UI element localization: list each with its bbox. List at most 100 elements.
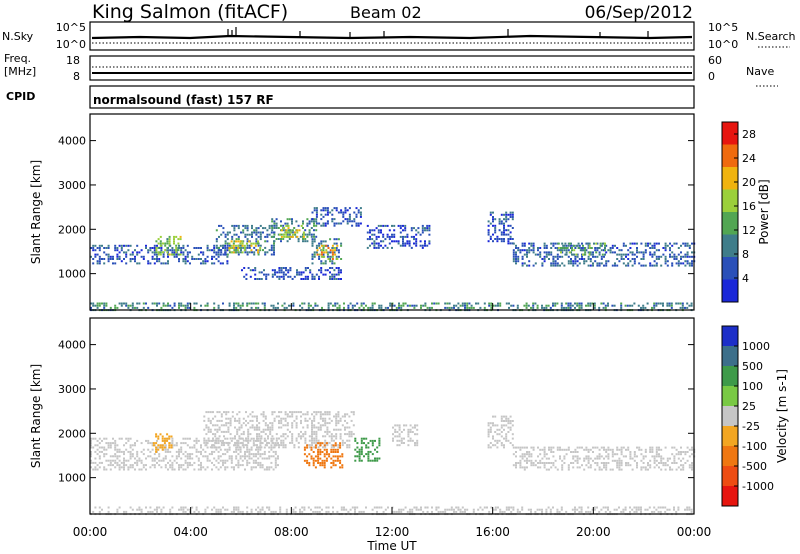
data-cell <box>178 302 180 305</box>
data-cell <box>288 233 291 236</box>
data-cell <box>500 233 503 236</box>
data-cell <box>345 508 348 511</box>
data-cell <box>184 255 187 258</box>
data-cell <box>523 459 526 462</box>
data-cell <box>247 428 250 431</box>
data-cell <box>166 238 169 241</box>
data-cell <box>206 255 209 258</box>
data-cell <box>649 451 652 453</box>
data-cell <box>313 426 316 429</box>
data-cell <box>556 249 559 252</box>
data-cell <box>507 431 510 433</box>
data-cell <box>554 459 557 462</box>
data-cell <box>578 457 581 460</box>
data-cell <box>195 247 198 249</box>
data-cell <box>239 464 242 467</box>
data-cell <box>332 464 335 467</box>
data-cell <box>228 304 231 307</box>
data-cell <box>295 422 298 425</box>
data-cell <box>543 258 546 260</box>
data-cell <box>377 246 380 249</box>
data-cell <box>328 435 331 438</box>
data-cell <box>182 506 185 509</box>
data-cell <box>184 468 187 471</box>
data-cell <box>618 260 621 263</box>
data-cell <box>420 506 422 509</box>
data-cell <box>655 459 658 462</box>
data-cell <box>277 457 279 460</box>
data-cell <box>319 444 322 447</box>
data-cell <box>226 466 229 469</box>
data-cell <box>589 304 592 307</box>
data-cell <box>550 446 553 449</box>
data-cell <box>307 267 309 269</box>
data-cell <box>329 267 331 269</box>
data-cell <box>404 244 407 247</box>
data-cell <box>503 238 505 240</box>
data-cell <box>337 428 340 431</box>
data-cell <box>98 455 101 458</box>
data-cell <box>666 260 669 263</box>
data-cell <box>274 273 276 276</box>
data-cell <box>118 244 121 247</box>
data-cell <box>261 466 264 469</box>
data-cell <box>116 455 119 458</box>
data-cell <box>302 278 305 280</box>
data-cell <box>237 506 240 509</box>
data-cell <box>363 442 365 445</box>
data-cell <box>311 441 313 444</box>
data-cell <box>193 247 196 249</box>
colorbar-tick-label: 12 <box>742 224 756 237</box>
data-cell <box>265 275 268 278</box>
data-cell <box>489 235 492 238</box>
data-cell <box>209 419 212 422</box>
data-cell <box>396 431 399 433</box>
data-cell <box>203 419 206 422</box>
data-cell <box>532 464 535 467</box>
data-cell <box>629 453 632 456</box>
data-cell <box>226 437 229 440</box>
data-cell <box>556 264 559 267</box>
data-cell <box>233 227 236 230</box>
data-cell <box>184 442 187 445</box>
data-cell <box>191 258 194 260</box>
data-cell <box>556 448 559 451</box>
data-cell <box>216 430 219 433</box>
data-cell <box>658 466 660 469</box>
data-cell <box>273 227 276 229</box>
data-cell <box>596 264 599 267</box>
data-cell <box>509 422 512 425</box>
data-cell <box>129 304 132 307</box>
data-cell <box>328 417 331 420</box>
data-cell <box>275 218 278 221</box>
data-cell <box>280 422 283 425</box>
data-cell <box>105 468 108 471</box>
data-cell <box>511 433 514 436</box>
data-cell <box>470 304 473 307</box>
data-cell <box>337 415 340 418</box>
data-cell <box>561 466 564 469</box>
data-cell <box>274 450 277 453</box>
data-cell <box>341 466 344 469</box>
data-cell <box>180 247 183 249</box>
data-cell <box>149 455 152 458</box>
data-cell <box>340 258 343 260</box>
data-cell <box>219 510 222 513</box>
data-cell <box>499 304 502 307</box>
data-cell <box>398 439 401 442</box>
data-cell <box>248 240 251 243</box>
colorbar-tick-label: -500 <box>742 460 767 473</box>
data-cell <box>291 433 294 436</box>
data-cell <box>552 262 555 265</box>
data-cell <box>507 417 510 420</box>
data-cell <box>168 244 171 247</box>
data-cell <box>329 251 332 254</box>
data-cell <box>327 258 330 260</box>
data-cell <box>358 455 361 458</box>
data-cell <box>235 508 238 511</box>
data-cell <box>284 444 287 447</box>
velocity-region <box>90 437 279 471</box>
data-cell <box>273 411 276 414</box>
data-cell <box>94 468 97 471</box>
data-cell <box>178 464 180 467</box>
